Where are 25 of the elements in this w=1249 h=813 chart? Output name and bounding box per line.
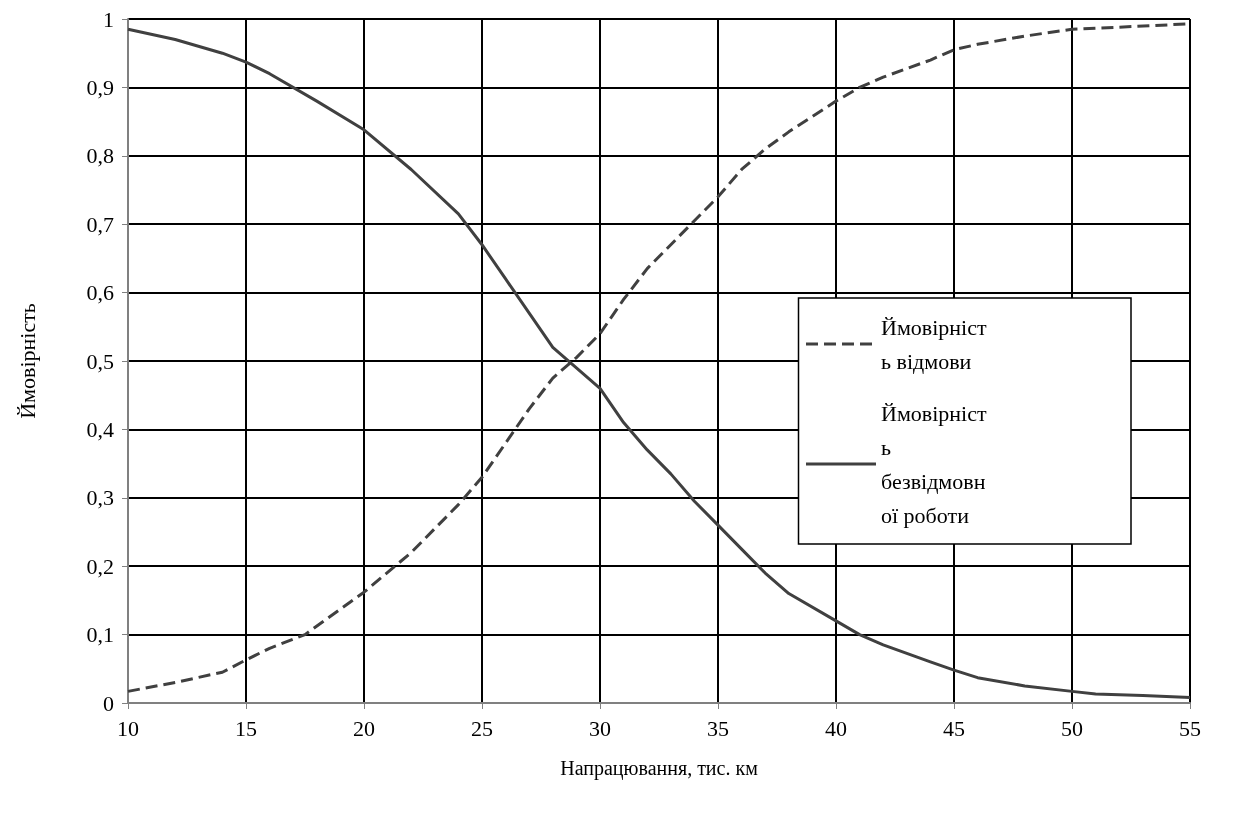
y-tick-label: 0,1 bbox=[86, 622, 114, 648]
y-tick-label: 0,3 bbox=[86, 485, 114, 511]
y-tick-label: 0,5 bbox=[86, 348, 114, 374]
x-tick-label: 15 bbox=[235, 715, 257, 741]
y-tick-label: 0,9 bbox=[86, 74, 114, 100]
y-tick-label: 0,2 bbox=[86, 553, 114, 579]
x-tick-label: 40 bbox=[825, 715, 847, 741]
y-tick-label: 1 bbox=[103, 6, 114, 32]
y-tick-label: 0,7 bbox=[86, 211, 114, 237]
y-tick-label: 0 bbox=[103, 690, 114, 716]
y-tick-label: 0,8 bbox=[86, 143, 114, 169]
y-axis-title: Ймовірність bbox=[14, 303, 40, 419]
x-tick-label: 10 bbox=[117, 715, 139, 741]
x-tick-label: 30 bbox=[589, 715, 611, 741]
x-axis-title: Напрацювання, тис. км bbox=[560, 757, 759, 780]
x-tick-label: 35 bbox=[707, 715, 729, 741]
x-tick-label: 25 bbox=[471, 715, 493, 741]
x-tick-label: 45 bbox=[943, 715, 965, 741]
x-tick-label: 50 bbox=[1061, 715, 1083, 741]
x-tick-label: 20 bbox=[353, 715, 375, 741]
legend-label: Ймовірність відмови bbox=[881, 314, 987, 374]
x-tick-label: 55 bbox=[1179, 715, 1201, 741]
y-tick-label: 0,6 bbox=[86, 280, 114, 306]
y-tick-label: 0,4 bbox=[86, 416, 114, 442]
legend-label: Ймовірність безвідмовної роботи bbox=[881, 400, 987, 528]
